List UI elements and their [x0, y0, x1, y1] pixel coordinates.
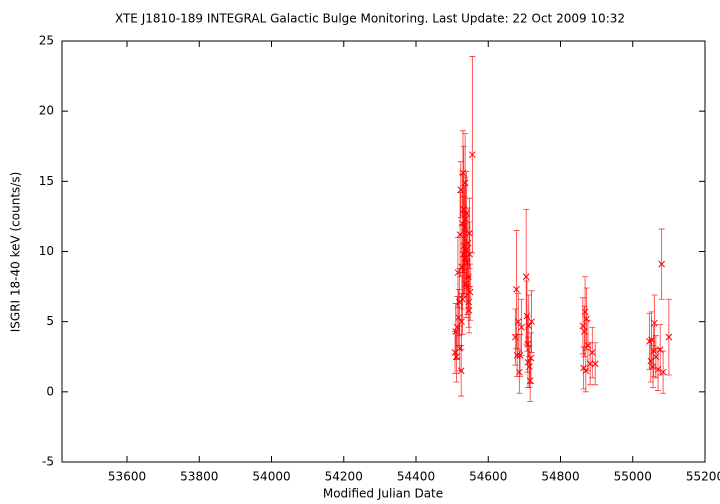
point: [528, 318, 535, 326]
y-tick-label: 15: [39, 174, 54, 188]
x-tick-label: 54000: [252, 470, 290, 484]
x-tick-label: 55000: [614, 470, 652, 484]
x-tick-label: 54800: [541, 470, 579, 484]
point: [658, 260, 666, 268]
point: [459, 295, 466, 303]
x-axis-label: Modified Julian Date: [323, 487, 443, 501]
point: [458, 318, 465, 326]
chart-title: XTE J1810-189 INTEGRAL Galactic Bulge Mo…: [115, 12, 625, 26]
point: [659, 368, 667, 376]
point: [522, 273, 530, 281]
point: [514, 318, 522, 326]
x-tick-label: 53600: [108, 470, 146, 484]
point: [583, 315, 590, 323]
y-tick-label: 5: [46, 314, 54, 328]
y-tick-label: 25: [39, 34, 54, 48]
point: [526, 363, 533, 370]
point: [518, 323, 525, 331]
point: [455, 314, 462, 321]
point: [588, 349, 596, 356]
point: [466, 250, 474, 258]
y-axis-label: ISGRI 18-40 keV (counts/s): [9, 172, 23, 333]
x-tick-label: 53800: [180, 470, 218, 484]
x-tick-label: 55200: [686, 470, 720, 484]
y-tick-label: 10: [39, 244, 54, 258]
point: [457, 367, 465, 375]
point: [656, 346, 664, 354]
point: [515, 368, 523, 376]
point: [591, 360, 599, 368]
y-tick-label: 20: [39, 104, 54, 118]
point: [525, 322, 533, 330]
point: [466, 288, 474, 296]
point: [453, 353, 460, 361]
point: [527, 354, 535, 362]
x-tick-label: 54200: [325, 470, 363, 484]
point: [649, 363, 657, 370]
point: [526, 377, 534, 384]
point: [465, 307, 473, 314]
point: [463, 210, 470, 217]
x-tick-label: 54600: [469, 470, 507, 484]
point: [513, 286, 520, 293]
x-tick-label: 54400: [397, 470, 435, 484]
point: [651, 319, 658, 327]
y-tick-label: 0: [46, 384, 54, 398]
point: [581, 308, 589, 316]
point: [469, 151, 476, 159]
y-tick-label: -5: [42, 455, 54, 469]
point: [665, 333, 673, 341]
